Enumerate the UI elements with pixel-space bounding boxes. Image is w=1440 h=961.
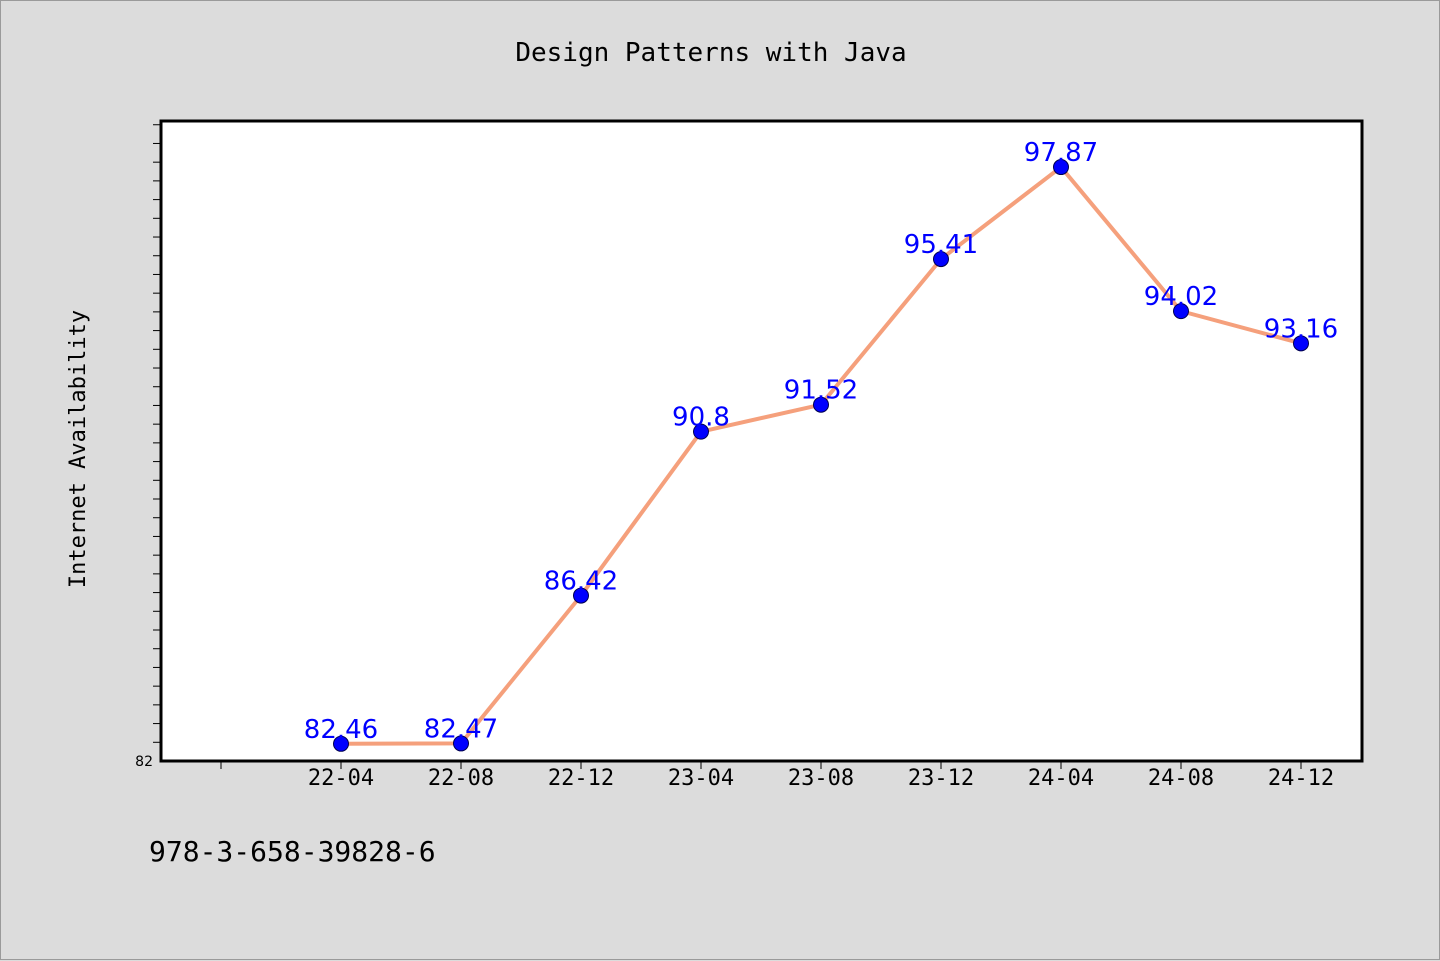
y-ticks: 82 bbox=[135, 124, 161, 770]
x-tick-label: 24-12 bbox=[1268, 766, 1334, 791]
data-label: 91.52 bbox=[784, 376, 858, 406]
isbn-text: 978-3-658-39828-6 bbox=[149, 835, 436, 868]
data-label: 82.46 bbox=[304, 715, 378, 745]
data-point bbox=[1293, 335, 1309, 352]
plot-area bbox=[159, 119, 1364, 763]
chart-title: Design Patterns with Java bbox=[515, 38, 906, 68]
x-tick-label: 23-12 bbox=[908, 766, 974, 791]
x-tick-label: 24-08 bbox=[1148, 766, 1214, 791]
x-tick-label: 22-04 bbox=[308, 766, 374, 791]
data-label: 97.87 bbox=[1024, 138, 1098, 168]
y-tick-label: 82 bbox=[135, 754, 153, 770]
data-label: 93.16 bbox=[1264, 314, 1338, 344]
data-point bbox=[453, 735, 469, 752]
x-tick-label: 22-08 bbox=[428, 766, 494, 791]
data-point bbox=[1173, 303, 1189, 320]
x-tick-label: 22-12 bbox=[548, 766, 614, 791]
marker-layer bbox=[333, 159, 1309, 752]
data-point bbox=[333, 735, 349, 752]
y-axis-label: Internet Availability bbox=[66, 310, 91, 588]
data-label: 82.47 bbox=[424, 714, 498, 744]
data-point bbox=[813, 396, 829, 413]
data-point bbox=[693, 423, 709, 440]
data-label: 94.02 bbox=[1144, 282, 1218, 312]
data-label: 95.41 bbox=[904, 230, 978, 260]
x-ticks: 22-04 22-08 22-12 23-04 23-08 23-12 24-04 24-08… bbox=[220, 761, 1334, 791]
x-tick-label: 23-08 bbox=[788, 766, 854, 791]
data-point bbox=[933, 251, 949, 268]
x-tick-label: 24-04 bbox=[1028, 766, 1094, 791]
x-tick-label: 23-04 bbox=[668, 766, 734, 791]
label-layer: 82.46 82.47 86.42 90.8 91.52 95.41 97.87 94.02 9… bbox=[304, 138, 1338, 745]
data-label: 90.8 bbox=[672, 403, 730, 433]
data-point bbox=[1053, 159, 1069, 176]
data-point bbox=[573, 587, 589, 604]
data-label: 86.42 bbox=[544, 567, 618, 597]
